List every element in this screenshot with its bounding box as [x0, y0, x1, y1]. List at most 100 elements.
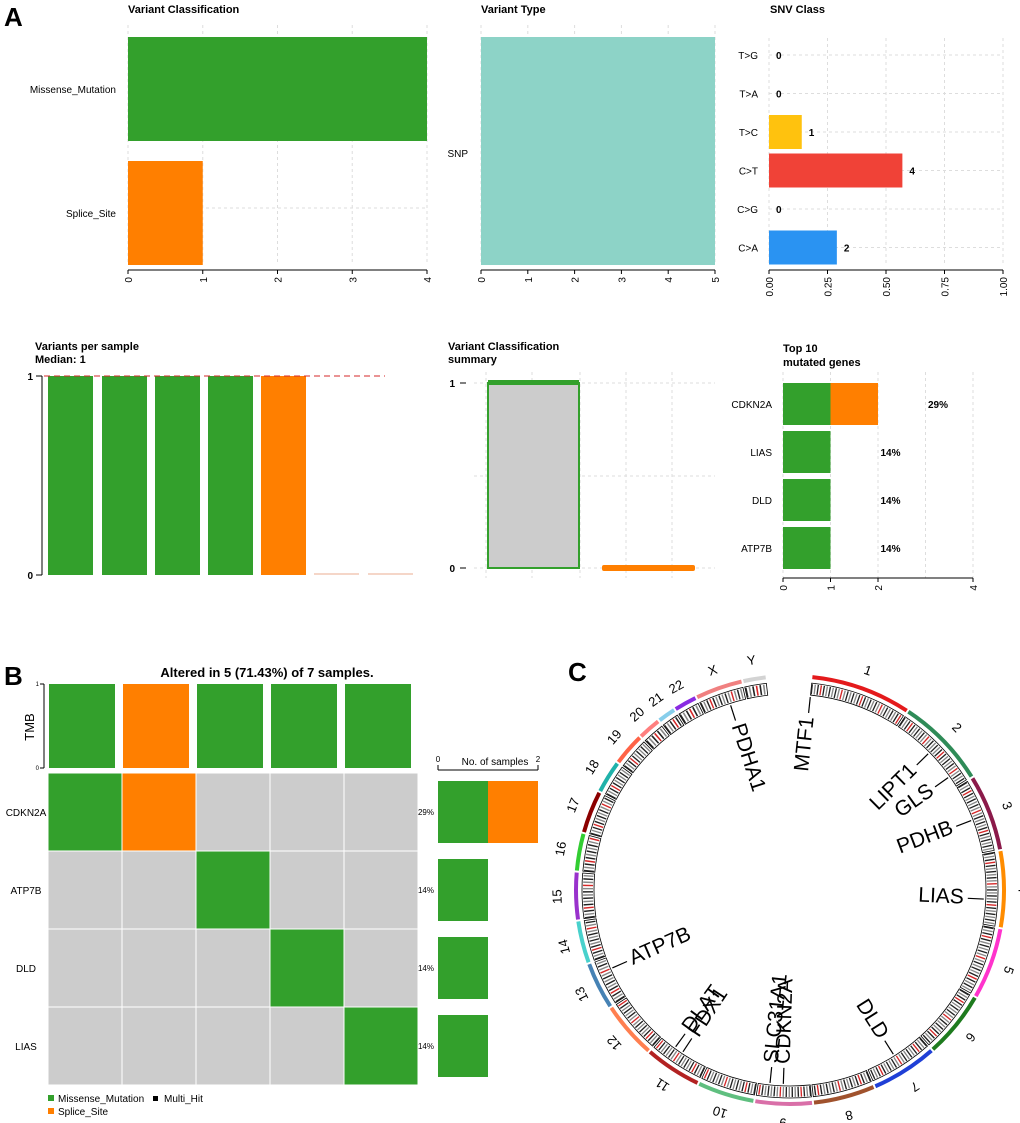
cytoband — [986, 879, 997, 882]
cytoband — [803, 1086, 806, 1097]
cytoband — [721, 694, 726, 705]
gene-tick-lipt1 — [916, 753, 929, 766]
data-label-c-a: 2 — [844, 244, 850, 255]
cytoband — [834, 1081, 838, 1092]
cytoband — [609, 787, 619, 794]
cytoband — [917, 732, 925, 741]
cytoband — [926, 740, 934, 749]
cytoband — [982, 847, 993, 851]
side-bar-splice-cdkn2a — [488, 781, 538, 843]
cytoband — [973, 815, 984, 820]
variant-summary-title: Variant Classification — [448, 341, 560, 353]
cytoband — [983, 926, 994, 930]
cytoband — [982, 931, 993, 936]
matrix-cell-atp7b — [195, 850, 271, 930]
cytoband — [652, 1036, 660, 1046]
cytoband — [647, 1033, 656, 1042]
cytoband — [888, 1060, 895, 1070]
cytoband — [685, 710, 693, 720]
cytoband — [872, 701, 878, 712]
chromosome-band-chr-6 — [931, 996, 977, 1051]
y-tick-label: 0 — [449, 564, 455, 575]
chromosome-band-chr-14 — [576, 921, 591, 963]
cytoband — [602, 800, 613, 806]
cytoband — [907, 1047, 915, 1056]
cytoband — [963, 982, 973, 989]
cytoband — [770, 1086, 773, 1097]
cytoband — [691, 1063, 698, 1073]
cytoband — [837, 1080, 842, 1091]
cytoband — [910, 1045, 918, 1055]
gene-tick-dlat — [675, 1033, 686, 1048]
x-tick-label: 2 — [571, 277, 582, 283]
percent-label-lias: 14% — [881, 448, 901, 459]
cytoband — [947, 765, 957, 773]
side-bar-missense-atp7b — [438, 859, 488, 921]
variants-per-sample-median: Median: 1 — [35, 354, 86, 366]
cytoband — [898, 717, 906, 727]
x-tick-label: 4 — [664, 277, 675, 283]
cytoband — [634, 1020, 644, 1029]
cytoband — [679, 714, 687, 724]
cytoband — [939, 1017, 948, 1026]
x-tick-label: 2 — [874, 585, 885, 591]
gene-row-label-atp7b: ATP7B — [11, 886, 42, 897]
cytoband — [682, 712, 690, 722]
cytoband — [808, 1085, 812, 1097]
cytoband — [810, 684, 814, 695]
cytoband — [890, 1058, 898, 1068]
cytoband — [584, 915, 595, 919]
chromosome-label-X: X — [706, 662, 719, 679]
cytoband — [986, 876, 997, 879]
cytoband — [586, 850, 597, 854]
tmb-axis-label: TMB — [22, 713, 37, 740]
cytoband — [631, 755, 641, 763]
chromosome-band-chr-10 — [698, 1082, 754, 1103]
top-genes-chart: CDKN2A 29% LIAS 14% DLD 14% ATP7B 14% 0 1 2 4 — [731, 372, 980, 591]
x-tick-label: 0.00 — [765, 277, 776, 297]
cytoband — [953, 999, 963, 1006]
cytoband — [779, 1086, 782, 1097]
matrix-cell-atp7b — [47, 850, 123, 930]
cytoband — [723, 1076, 729, 1087]
variant-type-title: Variant Type — [481, 4, 546, 16]
cytoband — [981, 841, 992, 846]
cytoband — [929, 1028, 938, 1037]
cytoband — [985, 861, 996, 865]
cytoband — [877, 1065, 884, 1076]
chromosome-label-14: 14 — [555, 938, 573, 956]
cytoband — [587, 932, 598, 936]
cytoband — [858, 695, 864, 706]
matrix-cell-lias — [121, 1006, 197, 1086]
gene-tick-cdkn2a — [782, 1067, 785, 1084]
cytoband — [962, 789, 972, 796]
chromosome-label-9: 9 — [779, 1115, 787, 1123]
cytoband — [975, 820, 986, 826]
cytoband — [963, 792, 974, 799]
cytoband — [699, 1067, 705, 1077]
cytoband — [672, 1052, 680, 1062]
chromosome-label-Y: Y — [746, 652, 757, 668]
cytoband — [629, 1013, 638, 1022]
cytoband — [594, 955, 605, 960]
variant-classification-title: Variant Classification — [128, 4, 240, 16]
matrix-cell-dld — [269, 928, 345, 1008]
cytoband — [828, 1082, 832, 1094]
cytoband — [683, 1058, 690, 1069]
cytoband — [843, 1079, 848, 1090]
x-tick-label: 0 — [124, 277, 135, 283]
side-bar-missense-cdkn2a — [438, 781, 488, 843]
cytoband — [853, 693, 858, 704]
cytoband — [730, 691, 735, 702]
snv-class-title: SNV Class — [770, 4, 825, 16]
cytoband — [908, 724, 916, 734]
cytoband — [648, 737, 657, 747]
cytoband — [922, 1034, 931, 1043]
cytoband — [893, 1057, 900, 1067]
cytoband — [720, 1075, 726, 1086]
cytoband — [958, 991, 968, 999]
chromosome-label-2: 2 — [949, 720, 965, 736]
chromosome-band-chr-20 — [639, 719, 660, 738]
data-label-c-t: 4 — [909, 167, 915, 178]
gene-tick-atp7b — [612, 960, 628, 969]
